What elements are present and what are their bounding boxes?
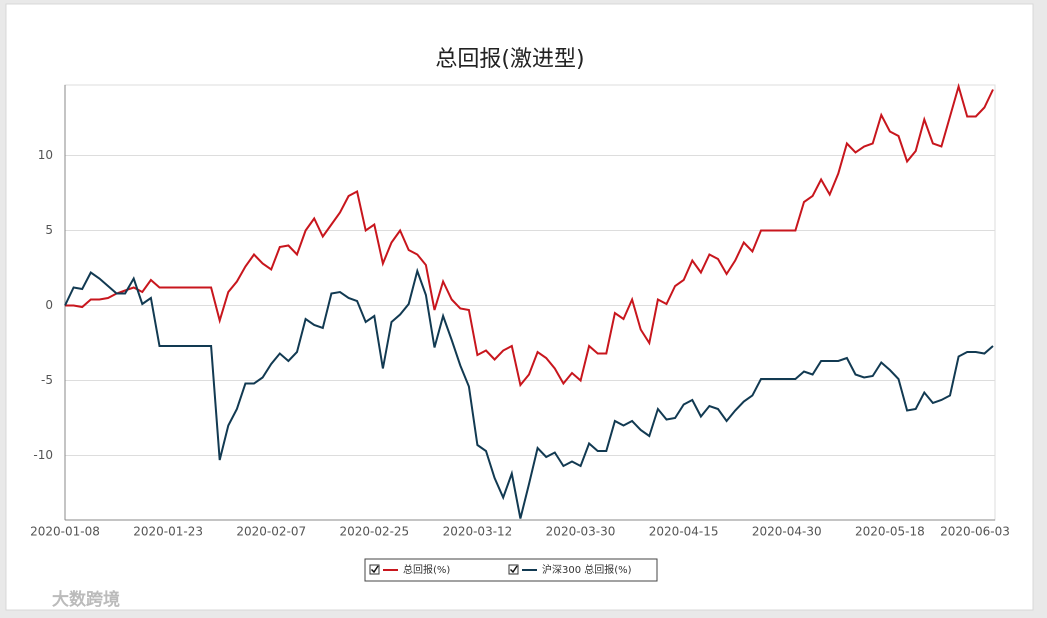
chart-title: 总回报(激进型): [435, 47, 584, 72]
legend-label: 沪深300 总回报(%): [542, 563, 632, 576]
x-tick-label: 2020-04-30: [752, 525, 822, 539]
watermark: 大数跨境: [52, 589, 120, 610]
series-line: [65, 82, 994, 388]
legend-label: 总回报(%): [403, 563, 450, 576]
series-line: [64, 267, 994, 519]
legend-checkbox: [508, 564, 519, 575]
x-tick-label: 2020-02-25: [339, 525, 409, 539]
y-tick-label: -10: [33, 448, 53, 462]
legend-check: [509, 565, 518, 574]
x-tick-label: 2020-04-15: [649, 525, 719, 539]
x-tick-label: 2020-02-07: [236, 525, 306, 539]
y-tick-label: 5: [45, 223, 53, 237]
legend: 总回报(%) 沪深300 总回报(%): [364, 558, 658, 582]
x-tick-label: 2020-06-03: [940, 525, 1010, 539]
x-tick-label: 2020-05-18: [855, 525, 925, 539]
x-tick-label: 2020-01-23: [133, 525, 203, 539]
x-tick-label: 2020-03-12: [443, 525, 513, 539]
x-tick-label: 2020-01-08: [30, 525, 100, 539]
y-tick-label: 10: [38, 148, 53, 162]
card: [5, 3, 1034, 611]
legend-checkbox: [369, 564, 380, 575]
x-tick-label: 2020-03-30: [546, 525, 616, 539]
legend-check: [370, 565, 379, 574]
y-tick-label: 0: [45, 298, 53, 312]
y-tick-label: -5: [41, 373, 53, 387]
